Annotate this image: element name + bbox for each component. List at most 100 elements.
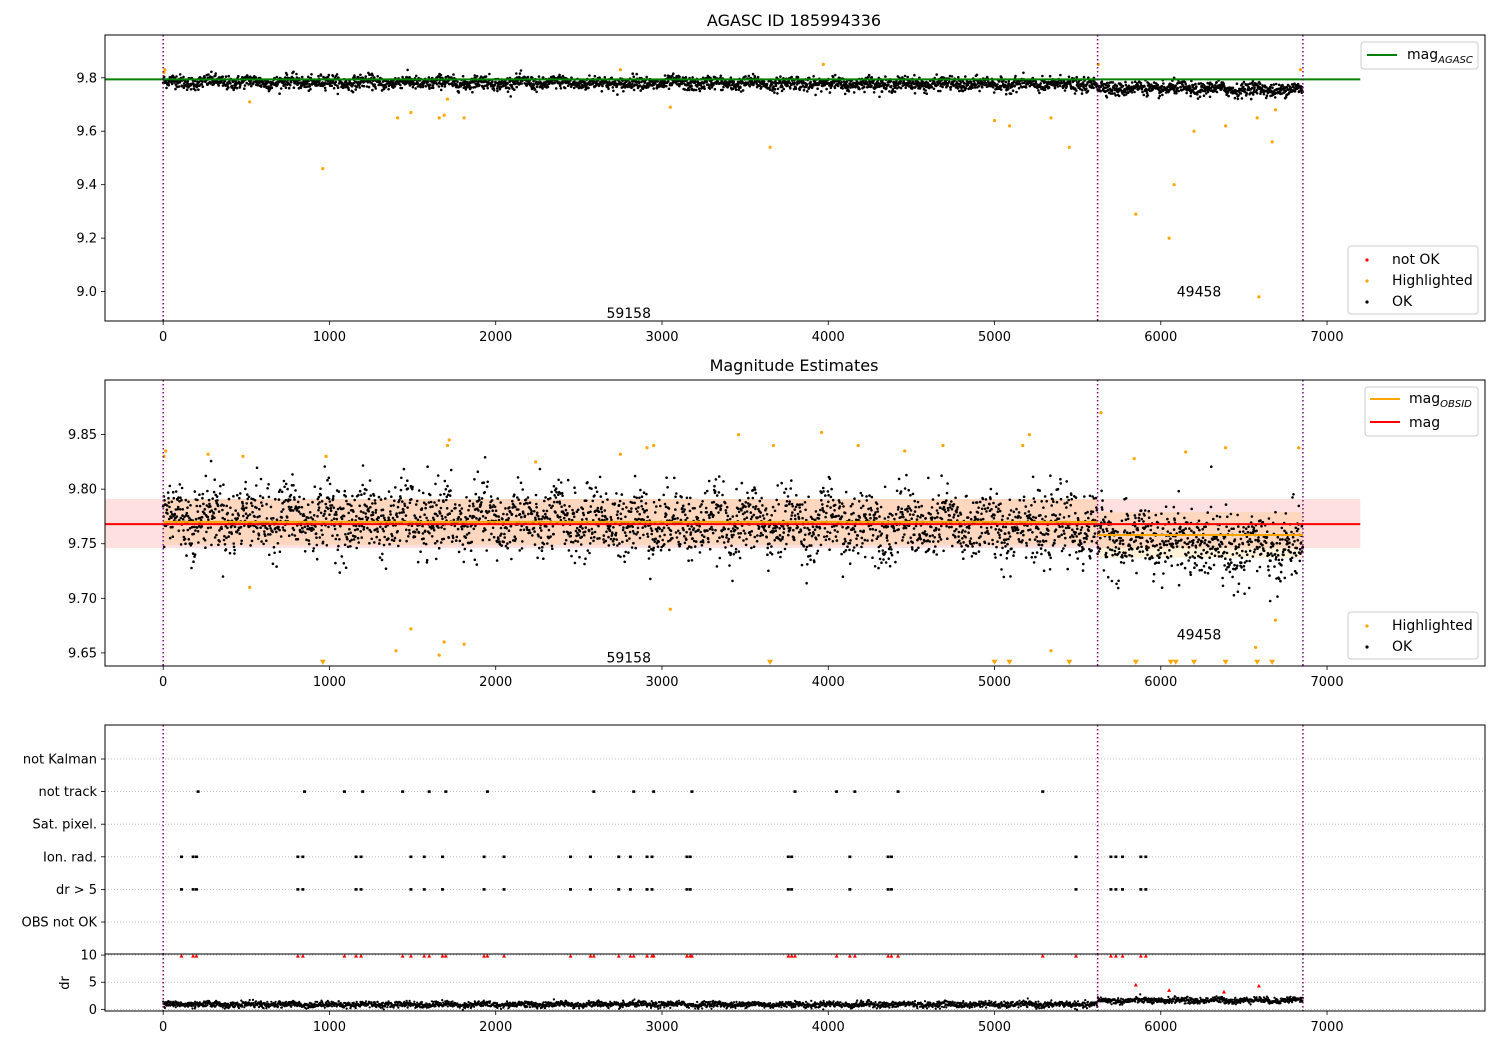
data-point: [502, 513, 505, 516]
data-point: [232, 495, 235, 498]
x-tick-label: 3000: [645, 330, 678, 345]
data-point: [541, 87, 544, 90]
data-point: [404, 484, 407, 487]
data-point: [445, 488, 448, 491]
data-point: [714, 88, 717, 91]
data-point: [286, 516, 289, 519]
data-point: [607, 88, 610, 91]
data-point: [536, 512, 539, 515]
data-point: [194, 490, 197, 493]
data-point: [506, 513, 509, 516]
data-point: [345, 500, 348, 503]
data-point: [369, 479, 372, 482]
data-point: [519, 72, 522, 75]
data-point: [863, 86, 866, 89]
data-point: [957, 87, 960, 90]
data-point: [373, 83, 376, 86]
data-point: [272, 517, 275, 520]
data-point: [198, 81, 201, 84]
data-point: [638, 82, 641, 85]
data-point: [186, 88, 189, 91]
data-point: [560, 87, 563, 90]
data-point: [551, 545, 554, 548]
data-point: [548, 504, 551, 507]
data-point: [373, 541, 376, 544]
data-point: [626, 539, 629, 542]
data-point: [172, 535, 175, 538]
data-point: [280, 510, 283, 513]
data-point: [199, 505, 202, 508]
data-point: [1252, 80, 1255, 83]
data-point: [772, 85, 775, 88]
data-point: [241, 502, 244, 505]
data-point: [539, 527, 542, 530]
data-point: [351, 518, 354, 521]
data-point: [460, 518, 463, 521]
data-point: [223, 518, 226, 521]
data-point: [454, 503, 457, 506]
x-tick-label: 4000: [812, 330, 845, 345]
data-point: [556, 501, 559, 504]
data-point: [277, 526, 280, 529]
data-point: [458, 504, 461, 507]
data-point: [1007, 88, 1010, 91]
data-point: [790, 76, 793, 79]
data-point: [179, 73, 182, 76]
data-point: [355, 515, 358, 518]
data-point: [350, 539, 353, 542]
data-point: [175, 75, 178, 78]
data-point: [573, 515, 576, 518]
data-point: [481, 510, 484, 513]
data-point: [521, 488, 524, 491]
data-point: [563, 517, 566, 520]
data-point: [442, 500, 445, 503]
data-point: [163, 546, 166, 549]
data-point: [506, 547, 509, 550]
data-point: [863, 91, 866, 94]
data-point: [514, 506, 517, 509]
data-point: [256, 527, 259, 530]
data-point: [391, 535, 394, 538]
data-point: [633, 532, 636, 535]
data-point: [607, 536, 610, 539]
data-point: [631, 526, 634, 529]
data-point: [678, 76, 681, 79]
data-point: [1124, 81, 1127, 84]
data-point: [471, 91, 474, 94]
data-point: [255, 507, 258, 510]
highlighted-point: [1008, 124, 1011, 127]
data-point: [471, 541, 474, 544]
data-point: [744, 75, 747, 78]
data-point: [634, 475, 637, 478]
data-point: [1162, 82, 1165, 85]
data-point: [275, 565, 278, 568]
data-point: [503, 533, 506, 536]
data-point: [515, 86, 518, 89]
data-point: [226, 83, 229, 86]
data-point: [313, 514, 316, 517]
data-point: [384, 497, 387, 500]
data-point: [605, 540, 608, 543]
data-point: [809, 81, 812, 84]
data-point: [629, 531, 632, 534]
data-point: [638, 497, 641, 500]
data-point: [1161, 94, 1164, 97]
data-point: [175, 490, 178, 493]
data-point: [207, 519, 210, 522]
data-point: [957, 76, 960, 79]
data-point: [310, 73, 313, 76]
data-point: [760, 86, 763, 89]
data-point: [389, 513, 392, 516]
data-point: [201, 83, 204, 86]
data-point: [174, 513, 177, 516]
highlighted-point: [619, 68, 622, 71]
data-point: [428, 532, 431, 535]
data-point: [436, 515, 439, 518]
data-point: [1146, 92, 1149, 95]
data-point: [414, 87, 417, 90]
data-point: [501, 518, 504, 521]
data-point: [204, 539, 207, 542]
data-point: [656, 530, 659, 533]
data-point: [304, 550, 307, 553]
data-point: [640, 500, 643, 503]
